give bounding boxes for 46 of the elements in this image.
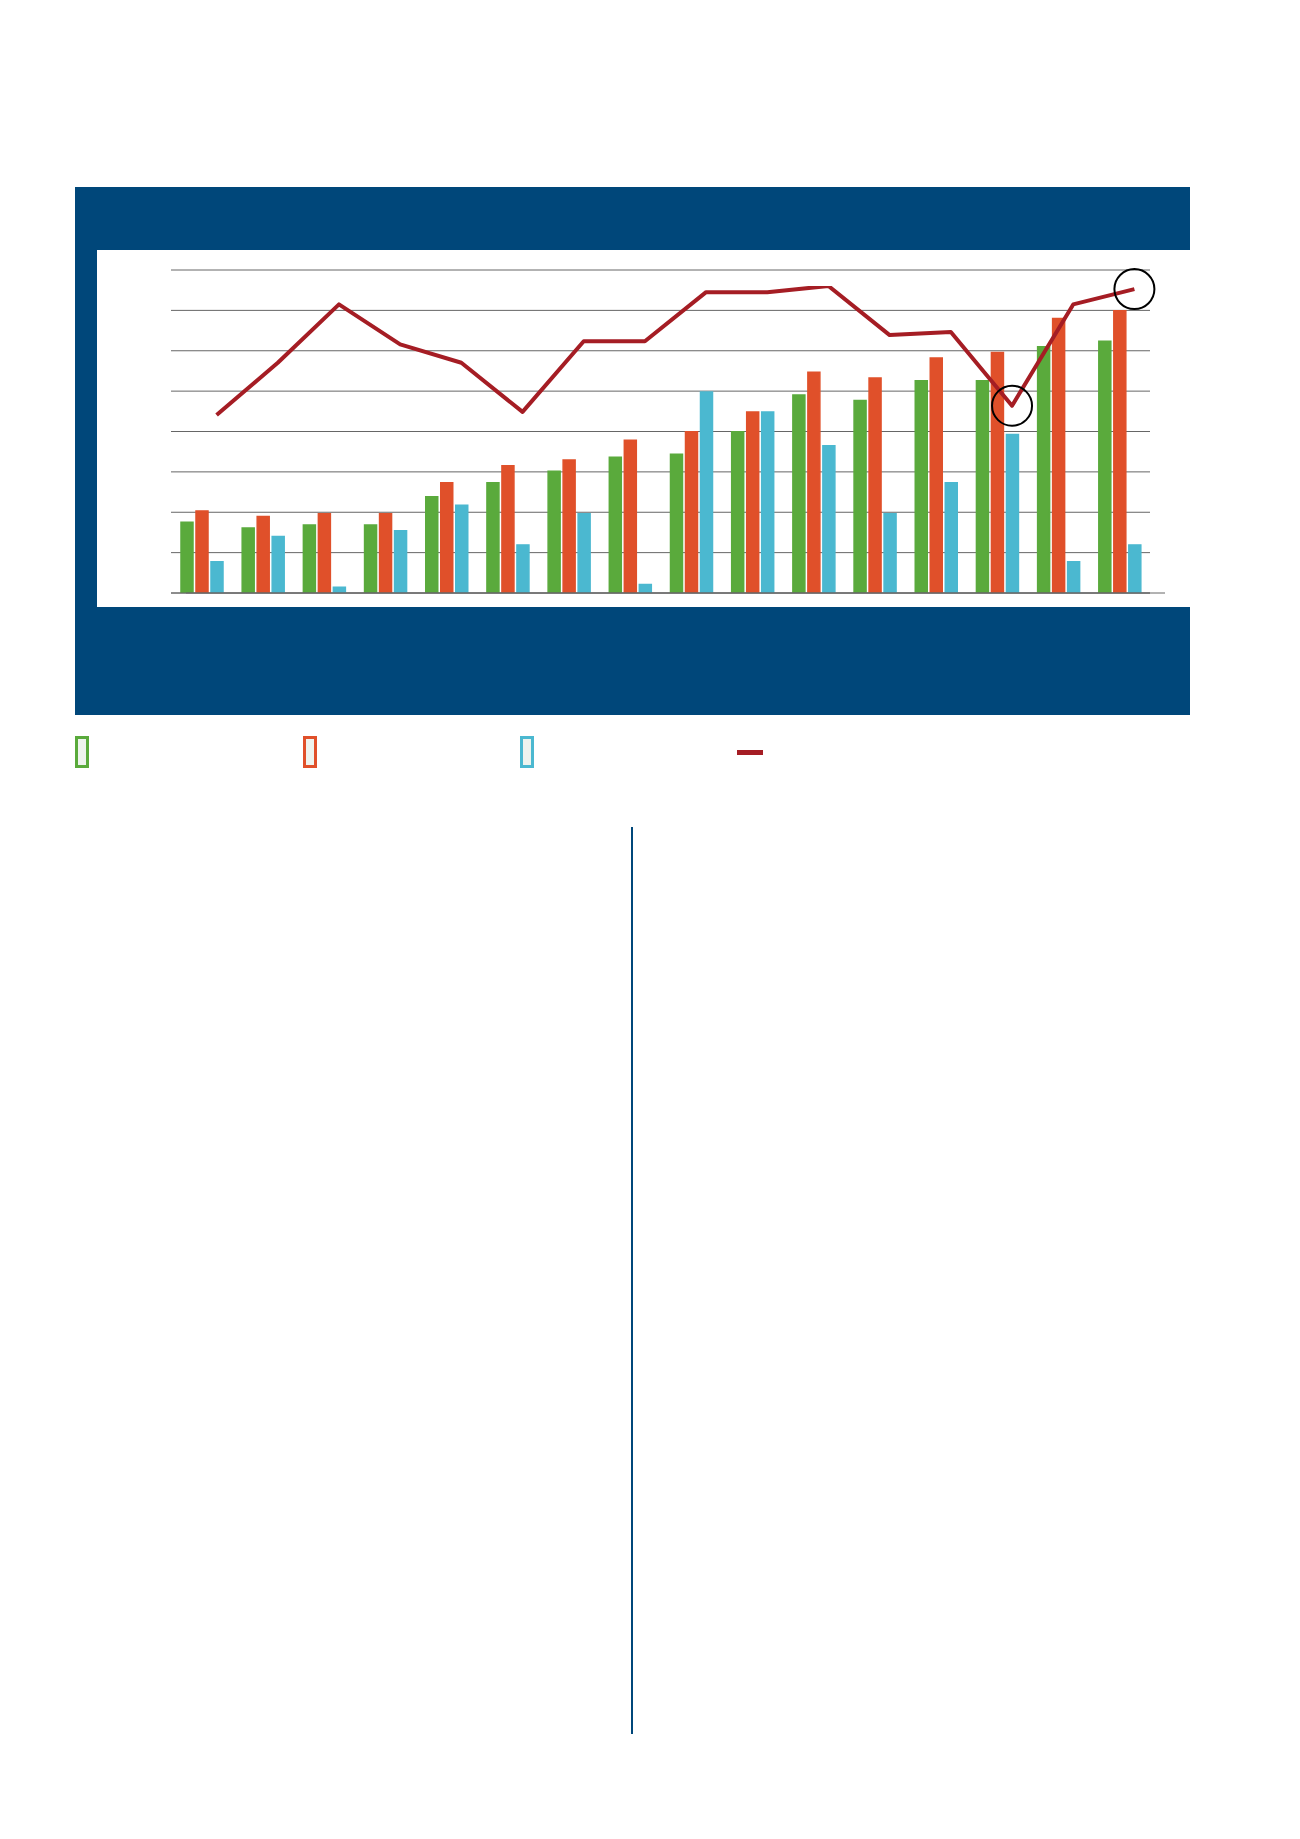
bar — [914, 380, 928, 593]
bar — [1005, 433, 1020, 593]
bar — [241, 527, 255, 593]
bar — [1066, 561, 1081, 593]
bar — [975, 380, 990, 593]
bar — [929, 357, 943, 593]
bar — [378, 513, 393, 593]
bar — [792, 394, 806, 593]
bar — [990, 351, 1005, 593]
bar — [944, 481, 958, 593]
bar — [455, 504, 469, 593]
bar — [730, 430, 745, 593]
bar — [608, 456, 623, 593]
bar — [669, 453, 684, 593]
bar — [516, 544, 530, 593]
bar — [745, 411, 760, 593]
bar — [562, 459, 576, 593]
bar — [393, 529, 408, 593]
bar — [210, 561, 224, 593]
bar — [547, 470, 561, 593]
bar — [1128, 544, 1142, 593]
bar — [1098, 340, 1112, 593]
bar — [501, 464, 515, 593]
bar — [1113, 310, 1127, 593]
bar — [822, 445, 836, 593]
bar — [440, 481, 454, 593]
bar — [699, 391, 714, 593]
bar — [256, 515, 270, 593]
bar — [853, 399, 867, 593]
bar — [302, 524, 317, 593]
bar — [486, 481, 500, 593]
bar — [868, 377, 882, 593]
bar — [425, 496, 439, 593]
bar — [271, 535, 285, 593]
bar — [1051, 317, 1066, 593]
bar — [623, 439, 638, 593]
bar — [1036, 346, 1051, 593]
bar — [317, 513, 332, 593]
bar — [180, 521, 194, 593]
bar — [760, 411, 775, 593]
bar — [363, 524, 378, 593]
bar — [883, 513, 897, 593]
bar — [195, 510, 209, 593]
bar — [807, 371, 821, 593]
bar — [684, 430, 699, 593]
bar — [577, 513, 591, 593]
